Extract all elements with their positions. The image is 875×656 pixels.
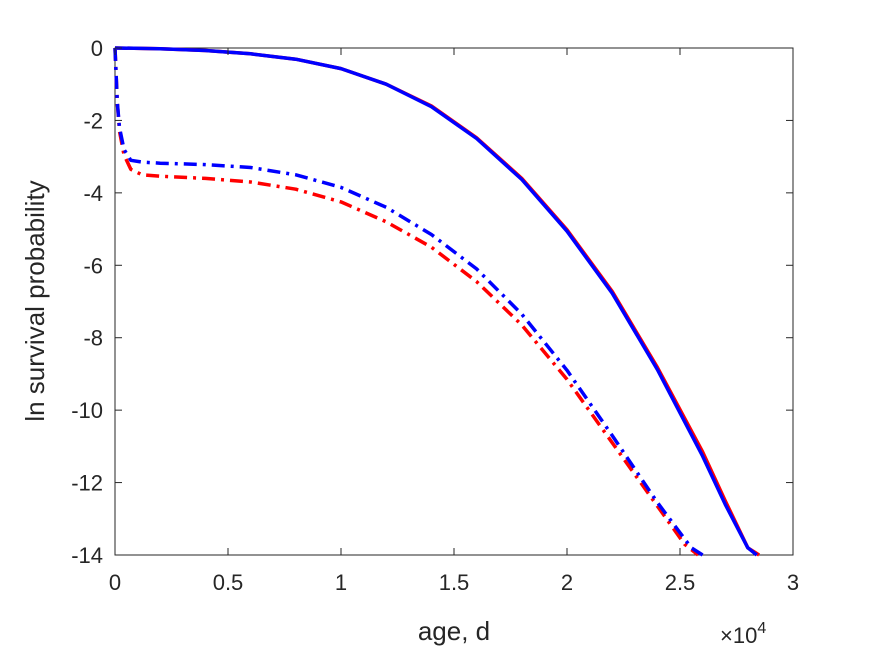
x-tick-label: 0.5 [213,570,244,595]
y-tick-label: -4 [83,181,103,206]
x-axis-label: age, d [418,616,490,646]
x-exponent-power: 4 [757,620,766,637]
series-line-4 [113,47,704,557]
x-exponent-base: ×10 [720,623,757,648]
series-line-2 [114,46,758,557]
x-tick-label: 2.5 [665,570,696,595]
x-tick-label: 1 [335,570,347,595]
y-tick-label: -6 [83,253,103,278]
x-tick-label: 3 [787,570,799,595]
y-tick-label: -8 [83,326,103,351]
plot-area [114,47,794,556]
y-axis-label: ln survival probability [20,180,50,421]
series-line-3 [113,47,700,557]
x-tick-label: 1.5 [439,570,470,595]
y-tick-label: -12 [71,471,103,496]
x-tick-label: 0 [109,570,121,595]
y-tick-label: -14 [71,543,103,568]
x-tick-label: 2 [561,570,573,595]
x-exponent-label: ×104 [720,620,766,648]
y-tick-label: -2 [83,108,103,133]
y-tick-label: -10 [71,398,103,423]
tick-layer: 0 0.5 1 1.5 2 2.5 3 0 -2 -4 -6 -8 -10 -12 -14 [71,36,799,595]
y-tick-label: 0 [91,36,103,61]
series-layer [113,46,761,557]
